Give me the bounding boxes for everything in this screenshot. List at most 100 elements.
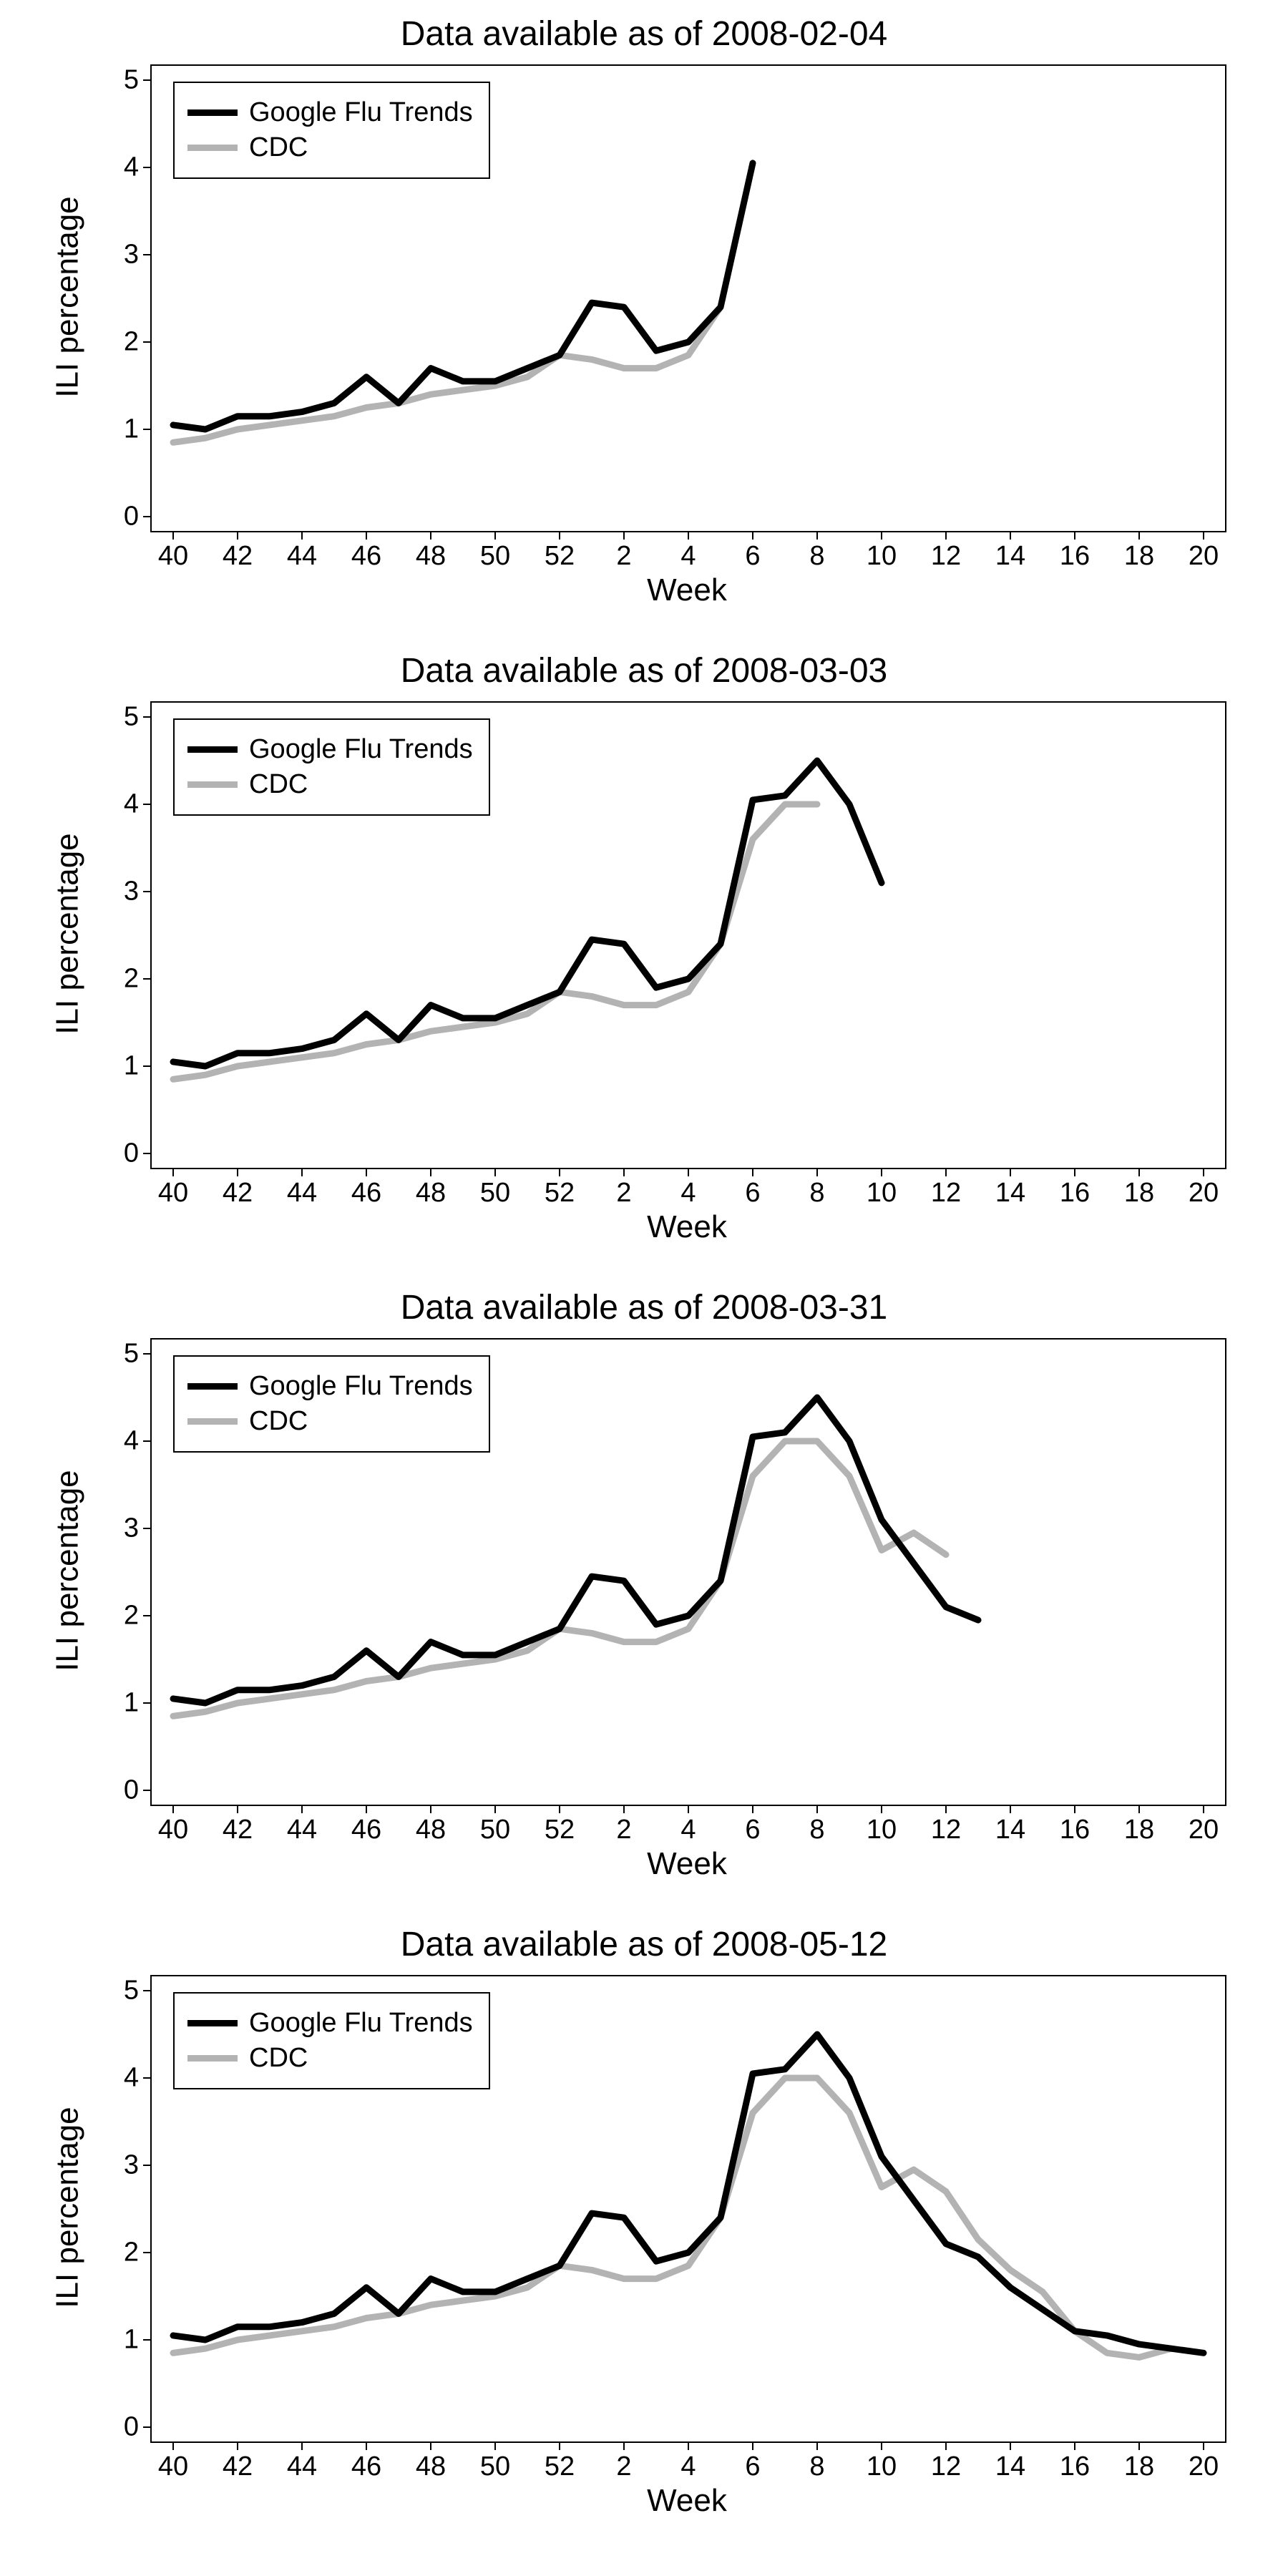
y-tick-mark (143, 1153, 152, 1154)
x-axis-label: Week (150, 1846, 1224, 1882)
x-tick-mark (237, 531, 238, 540)
legend-row-cdc: CDC (187, 1406, 473, 1437)
chart-panel: Data available as of 2008-03-31ILI perce… (36, 1288, 1252, 1911)
legend-row-cdc: CDC (187, 2043, 473, 2074)
y-tick-mark (143, 1353, 152, 1355)
x-tick-mark (301, 2441, 303, 2450)
x-tick-mark (1074, 2441, 1075, 2450)
plot-area: 012345404244464850522468101214161820Goog… (150, 1338, 1226, 1806)
legend-label-cdc: CDC (249, 2043, 308, 2074)
x-tick-mark (623, 1168, 625, 1176)
x-tick-mark (559, 1805, 560, 1813)
x-tick-mark (301, 531, 303, 540)
x-tick-mark (1203, 1168, 1204, 1176)
x-tick-mark (945, 1805, 947, 1813)
legend-label-cdc: CDC (249, 769, 308, 800)
legend-label-gft: Google Flu Trends (249, 2008, 473, 2039)
legend: Google Flu Trends CDC (173, 718, 490, 816)
legend-row-cdc: CDC (187, 769, 473, 800)
x-tick-mark (881, 2441, 882, 2450)
x-tick-mark (237, 1168, 238, 1176)
y-tick-mark (143, 1702, 152, 1704)
x-axis-label: Week (150, 2483, 1224, 2519)
x-tick-mark (816, 531, 818, 540)
x-tick-mark (366, 531, 367, 540)
x-tick-mark (881, 1805, 882, 1813)
legend-swatch-gft (187, 1383, 238, 1390)
x-tick-mark (559, 531, 560, 540)
y-tick-mark (143, 341, 152, 343)
y-axis-label: ILI percentage (50, 1338, 86, 1803)
legend-swatch-cdc (187, 1418, 238, 1425)
x-tick-mark (1138, 1805, 1140, 1813)
x-tick-mark (688, 2441, 689, 2450)
x-tick-mark (494, 531, 496, 540)
x-tick-mark (172, 2441, 174, 2450)
x-tick-mark (688, 531, 689, 540)
plot-area: 012345404244464850522468101214161820Goog… (150, 701, 1226, 1169)
chart-panel: Data available as of 2008-03-03 ILI perce… (36, 651, 1252, 1274)
legend-row-gft: Google Flu Trends (187, 1371, 473, 1402)
x-tick-mark (366, 2441, 367, 2450)
x-tick-mark (945, 1168, 947, 1176)
y-tick-mark (143, 79, 152, 81)
y-tick-mark (143, 1615, 152, 1616)
x-tick-mark (1010, 1805, 1011, 1813)
y-tick-mark (143, 1790, 152, 1791)
legend-row-cdc: CDC (187, 132, 473, 163)
x-tick-mark (1074, 1805, 1075, 1813)
x-tick-mark (430, 2441, 431, 2450)
x-tick-mark (1010, 1168, 1011, 1176)
x-tick-mark (366, 1805, 367, 1813)
chart-panel: Data available as of 2008-02-04 ILI perce… (36, 14, 1252, 637)
y-tick-mark (143, 978, 152, 980)
x-tick-mark (559, 2441, 560, 2450)
legend-swatch-cdc (187, 2055, 238, 2062)
x-tick-mark (366, 1168, 367, 1176)
x-tick-mark (816, 1168, 818, 1176)
plot-area: 012345404244464850522468101214161820Goog… (150, 64, 1226, 532)
legend-swatch-cdc (187, 145, 238, 151)
legend-label-gft: Google Flu Trends (249, 734, 473, 765)
x-tick-mark (1138, 531, 1140, 540)
x-tick-mark (623, 2441, 625, 2450)
x-tick-mark (623, 1805, 625, 1813)
panel-title: Data available as of 2008-03-03 (36, 651, 1252, 691)
x-axis-label: Week (150, 572, 1224, 608)
x-axis-label: Week (150, 1209, 1224, 1245)
page: Data available as of 2008-02-04 ILI perce… (0, 0, 1288, 2576)
y-axis-label: ILI percentage (50, 64, 86, 530)
x-tick-mark (816, 1805, 818, 1813)
x-tick-mark (623, 531, 625, 540)
legend-swatch-gft (187, 2020, 238, 2026)
x-tick-mark (237, 1805, 238, 1813)
x-tick-mark (301, 1805, 303, 1813)
x-tick-mark (752, 2441, 753, 2450)
y-axis-label: ILI percentage (50, 701, 86, 1166)
y-tick-mark (143, 1440, 152, 1442)
x-tick-mark (494, 2441, 496, 2450)
x-tick-mark (945, 531, 947, 540)
y-tick-mark (143, 1528, 152, 1529)
panel-title: Data available as of 2008-02-04 (36, 14, 1252, 54)
x-tick-mark (430, 1168, 431, 1176)
x-tick-mark (172, 531, 174, 540)
x-tick-mark (237, 2441, 238, 2450)
x-tick-mark (430, 531, 431, 540)
x-tick-mark (1138, 2441, 1140, 2450)
x-tick-mark (1074, 531, 1075, 540)
y-tick-mark (143, 2077, 152, 2079)
legend-label-gft: Google Flu Trends (249, 97, 473, 128)
y-tick-mark (143, 254, 152, 255)
x-tick-mark (816, 2441, 818, 2450)
x-tick-mark (1203, 1805, 1204, 1813)
legend-swatch-gft (187, 746, 238, 753)
x-tick-mark (172, 1805, 174, 1813)
y-tick-mark (143, 1990, 152, 1991)
x-tick-mark (430, 1805, 431, 1813)
x-tick-mark (1010, 2441, 1011, 2450)
y-tick-mark (143, 2339, 152, 2341)
y-tick-mark (143, 1065, 152, 1067)
legend-label-gft: Google Flu Trends (249, 1371, 473, 1402)
x-tick-mark (172, 1168, 174, 1176)
